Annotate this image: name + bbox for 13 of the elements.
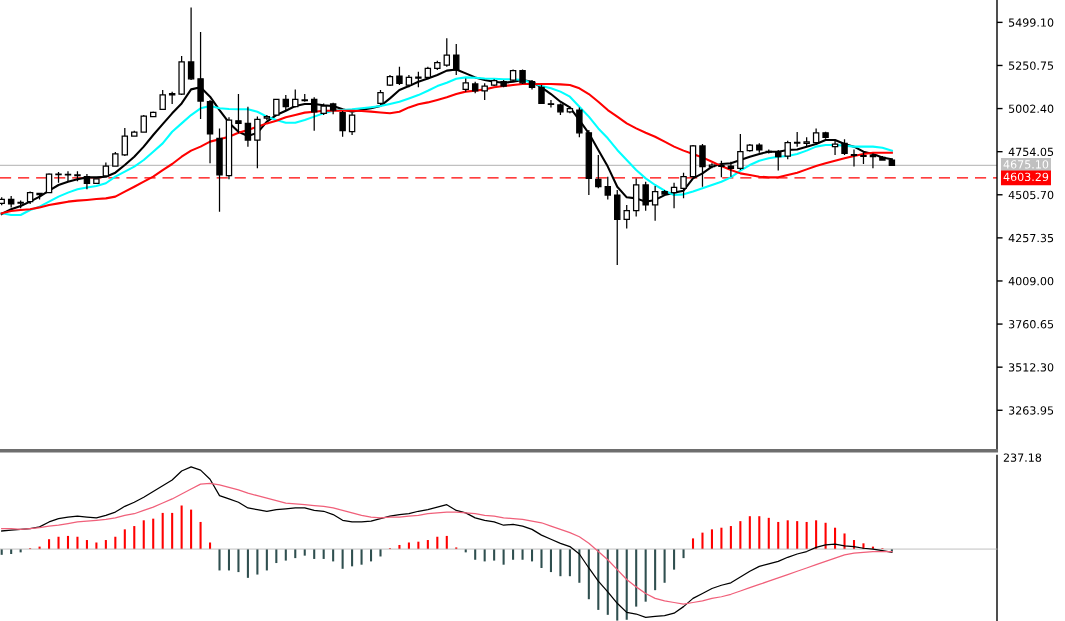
y-tick-label: 3263.95 xyxy=(1008,406,1054,415)
y-tick-label: 5002.40 xyxy=(1008,104,1054,113)
y-tick-label: 5499.10 xyxy=(1008,18,1054,27)
y-tick-label: 3512.30 xyxy=(1008,363,1054,372)
y-tick-label: 3760.65 xyxy=(1008,320,1054,329)
y-tick-label: 4009.00 xyxy=(1008,276,1054,286)
ref-line-label: 4675.10 xyxy=(1003,160,1049,169)
ref-line-label: 4603.29 xyxy=(1003,172,1049,182)
y-tick-label: 5250.75 xyxy=(1008,61,1054,70)
y-tick-label: 4257.35 xyxy=(1008,233,1054,243)
y-tick-label: 4505.70 xyxy=(1008,190,1054,200)
y-tick-label: 4754.05 xyxy=(1008,147,1054,157)
text: 237.18 xyxy=(1003,453,1042,462)
